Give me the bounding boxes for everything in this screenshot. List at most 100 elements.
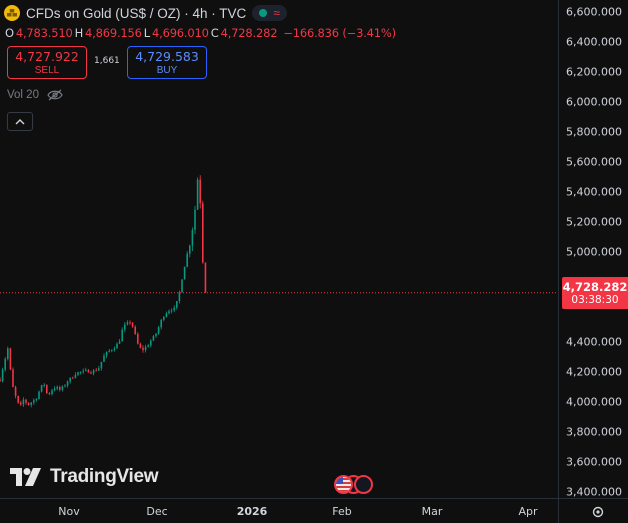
candle-body bbox=[38, 391, 40, 399]
candle-body bbox=[100, 361, 103, 369]
candle-body bbox=[103, 355, 105, 362]
candle-body bbox=[144, 347, 147, 351]
candle-body bbox=[105, 351, 108, 356]
ohlc-close-key: C bbox=[210, 26, 219, 40]
candle-body bbox=[40, 385, 43, 392]
time-axis[interactable]: Nov Dec 2026 Feb Mar Apr bbox=[0, 498, 558, 523]
price-tick-label: 5,000.000 bbox=[566, 245, 622, 259]
candle-body bbox=[77, 372, 79, 375]
volume-indicator-legend[interactable]: Vol 20 bbox=[7, 89, 63, 101]
time-tick-label: Mar bbox=[421, 505, 443, 518]
chart-legend-header: CFDs on Gold (US$ / OZ) · 4h · TVC ≈ bbox=[4, 4, 287, 22]
gold-bars-icon bbox=[4, 5, 20, 21]
event-marker-icon[interactable] bbox=[354, 475, 373, 494]
candle-body bbox=[194, 209, 196, 230]
tradingview-logo[interactable]: TradingView bbox=[10, 466, 159, 488]
last-price-label: 4,728.282 03:38:30 bbox=[562, 276, 628, 309]
collapse-legend-button[interactable] bbox=[7, 112, 33, 131]
bar-countdown: 03:38:30 bbox=[571, 293, 619, 306]
candle-body bbox=[170, 310, 173, 312]
candle-body bbox=[160, 319, 162, 328]
candle-body bbox=[202, 203, 204, 263]
candle-body bbox=[90, 372, 92, 374]
price-tick-label: 6,200.000 bbox=[566, 65, 622, 79]
candle-body bbox=[126, 322, 129, 325]
candle-body bbox=[79, 371, 82, 373]
candle-body bbox=[131, 322, 134, 327]
settings-gear-icon[interactable] bbox=[591, 505, 605, 519]
price-tick-label: 5,800.000 bbox=[566, 125, 622, 139]
candle-body bbox=[124, 324, 126, 330]
candle-body bbox=[7, 348, 9, 359]
ohlc-high-value: 4,869.156 bbox=[85, 26, 142, 40]
sell-button[interactable]: 4,727.922 SELL bbox=[7, 46, 87, 79]
axis-corner bbox=[558, 498, 628, 523]
candle-body bbox=[51, 390, 53, 395]
candle-body bbox=[113, 348, 116, 350]
candle-body bbox=[0, 379, 1, 382]
volume-label: Vol 20 bbox=[7, 89, 39, 101]
economic-events[interactable] bbox=[334, 475, 373, 494]
candle-body bbox=[196, 179, 199, 210]
candle-body bbox=[27, 402, 30, 405]
candle-body bbox=[46, 384, 48, 394]
candle-body bbox=[69, 377, 71, 382]
last-price-value: 4,728.282 bbox=[562, 279, 628, 294]
price-tick-label: 5,400.000 bbox=[566, 185, 622, 199]
us-flag-icon[interactable] bbox=[334, 475, 353, 494]
candle-body bbox=[74, 374, 77, 378]
price-tick-label: 3,400.000 bbox=[566, 485, 622, 499]
sell-price: 4,727.922 bbox=[15, 49, 79, 64]
ohlc-values: O 4,783.510 H 4,869.156 L 4,696.010 C 4,728.… bbox=[5, 26, 396, 40]
ohlc-close-value: 4,728.282 bbox=[220, 26, 278, 40]
spread-value: 1,661 bbox=[94, 56, 120, 66]
candle-body bbox=[137, 333, 139, 344]
buy-price: 4,729.583 bbox=[135, 49, 199, 64]
price-tick-label: 6,600.000 bbox=[566, 5, 622, 19]
ohlc-open-key: O bbox=[5, 26, 14, 40]
buy-button[interactable]: 4,729.583 BUY bbox=[127, 46, 207, 79]
eye-off-icon[interactable] bbox=[47, 89, 63, 101]
candle-body bbox=[152, 336, 155, 341]
candle-body bbox=[176, 301, 178, 308]
chevron-up-icon bbox=[15, 119, 25, 125]
tradingview-wordmark: TradingView bbox=[50, 466, 159, 487]
candle-body bbox=[59, 387, 61, 390]
sell-label: SELL bbox=[34, 65, 60, 76]
candle-body bbox=[72, 377, 74, 379]
candle-body bbox=[147, 345, 149, 348]
price-tick-label: 6,400.000 bbox=[566, 35, 622, 49]
candle-body bbox=[1, 369, 4, 382]
candle-body bbox=[155, 333, 157, 337]
candle-body bbox=[53, 388, 56, 391]
time-tick-label: Feb bbox=[332, 505, 352, 518]
candle-body bbox=[95, 370, 97, 372]
time-tick-label: Apr bbox=[518, 505, 538, 518]
ohlc-open-value: 4,783.510 bbox=[15, 26, 73, 40]
candle-body bbox=[163, 316, 165, 320]
ohlc-change: −166.836 (−3.41%) bbox=[283, 26, 396, 40]
ohlc-low-key: L bbox=[143, 26, 150, 40]
symbol-title[interactable]: CFDs on Gold (US$ / OZ) · 4h · TVC bbox=[26, 5, 247, 21]
price-chart[interactable] bbox=[0, 0, 558, 498]
candle-body bbox=[98, 368, 100, 371]
candle-body bbox=[22, 399, 25, 405]
candle-body bbox=[142, 347, 144, 351]
candle-body bbox=[43, 384, 45, 386]
candle-body bbox=[14, 387, 17, 396]
candle-body bbox=[139, 343, 142, 348]
candle-body bbox=[9, 348, 12, 370]
candle-body bbox=[92, 370, 95, 374]
candle-body bbox=[121, 329, 123, 342]
market-status-pill[interactable]: ≈ bbox=[252, 5, 287, 21]
candle-body bbox=[25, 399, 27, 403]
candle-body bbox=[108, 350, 110, 352]
chart-pane[interactable] bbox=[0, 0, 558, 498]
price-axis[interactable]: 6,600.000 6,400.000 6,200.000 6,000.000 5,80… bbox=[558, 0, 628, 499]
candle-body bbox=[116, 343, 118, 349]
time-tick-label: Dec bbox=[146, 505, 168, 518]
candle-body bbox=[64, 385, 66, 387]
price-tick-label: 6,000.000 bbox=[566, 95, 622, 109]
candle-body bbox=[17, 395, 19, 403]
candle-body bbox=[85, 369, 87, 371]
